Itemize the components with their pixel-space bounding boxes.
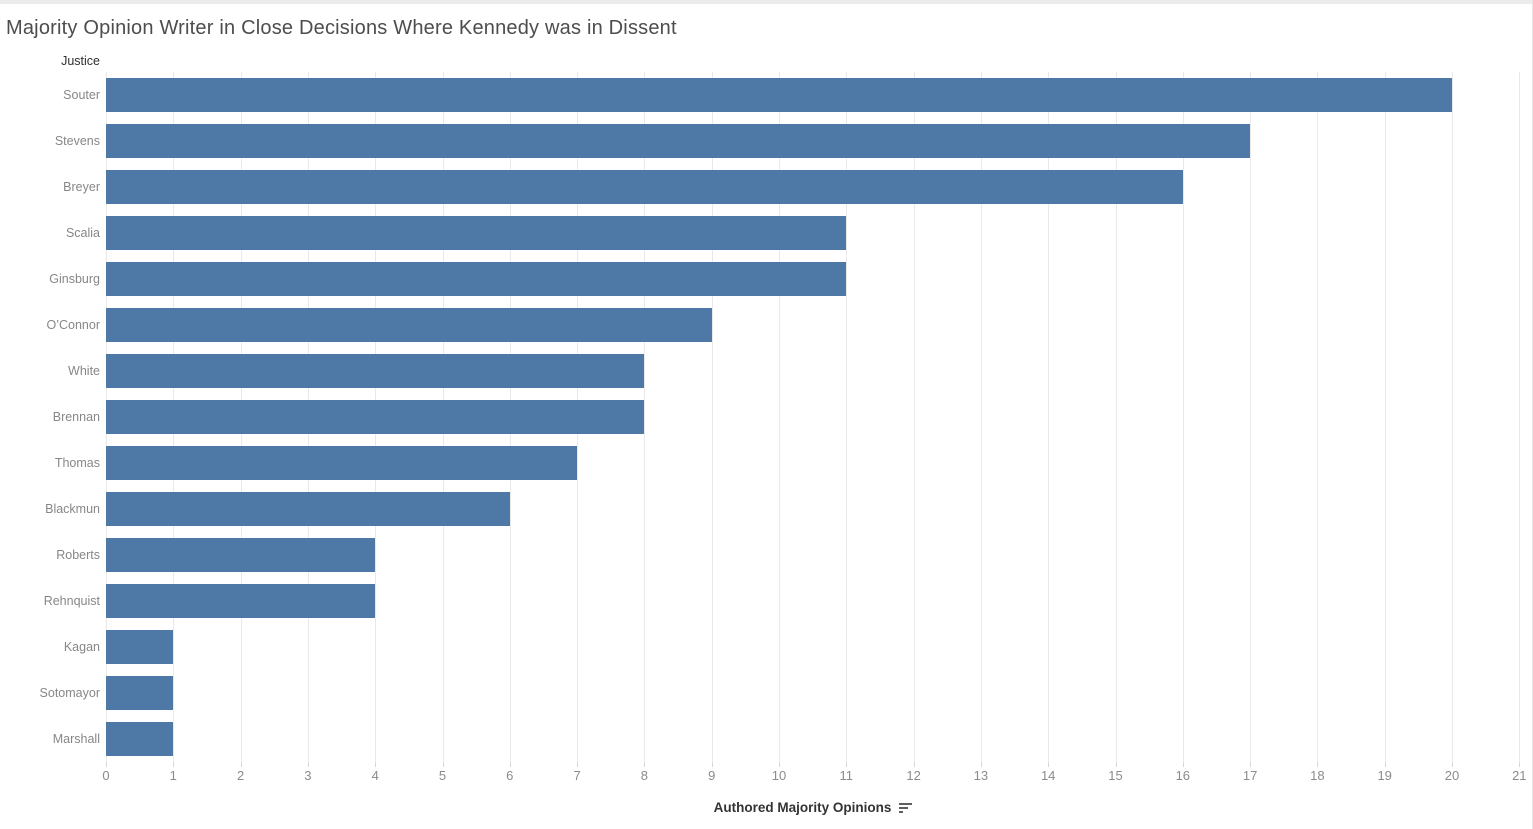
gridline	[644, 72, 646, 762]
x-tick-mark	[1384, 762, 1386, 767]
row-label-ginsburg[interactable]: Ginsburg	[49, 272, 100, 286]
row-label-souter[interactable]: Souter	[63, 88, 100, 102]
x-tick-mark	[509, 762, 511, 767]
x-tick-label: 4	[371, 768, 379, 783]
x-tick-label: 3	[304, 768, 312, 783]
bar-stevens[interactable]	[106, 124, 1251, 158]
row-label-stevens[interactable]: Stevens	[54, 134, 100, 148]
bar-souter[interactable]	[106, 78, 1452, 112]
x-tick-label: 15	[1108, 768, 1123, 783]
x-tick-mark	[644, 762, 646, 767]
x-tick-mark	[1519, 762, 1521, 767]
plot-area	[106, 72, 1521, 762]
x-tick-mark	[240, 762, 242, 767]
row-field-label-justice: Justice	[61, 54, 100, 68]
gridline	[1182, 72, 1184, 762]
x-tick-label: 5	[438, 768, 447, 783]
row-label-marshall[interactable]: Marshall	[52, 732, 100, 746]
row-label-white[interactable]: White	[68, 364, 100, 378]
x-tick-label: 20	[1444, 768, 1460, 783]
x-tick-mark	[442, 762, 444, 767]
x-tick-label: 13	[973, 768, 989, 783]
row-label-oconnor[interactable]: O’Connor	[46, 318, 101, 332]
bar-breyer[interactable]	[106, 170, 1183, 204]
gridline	[846, 72, 848, 762]
x-tick-mark	[173, 762, 175, 767]
bar-white[interactable]	[106, 354, 645, 388]
x-tick-label: 12	[906, 768, 921, 783]
x-tick-label: 6	[506, 768, 514, 783]
chart-title: Majority Opinion Writer in Close Decisio…	[6, 17, 677, 39]
bar-brennan[interactable]	[106, 400, 645, 434]
bar-thomas[interactable]	[106, 446, 578, 480]
top-border	[0, 0, 1532, 4]
x-tick-mark	[1115, 762, 1117, 767]
x-tick-label: 7	[573, 768, 581, 783]
bar-roberts[interactable]	[106, 538, 376, 572]
gridline	[1115, 72, 1117, 762]
bar-kagan[interactable]	[106, 630, 174, 664]
row-label-rehnquist[interactable]: Rehnquist	[43, 594, 100, 608]
bar-marshall[interactable]	[106, 722, 174, 756]
x-tick-label: 2	[236, 768, 245, 783]
sort-descending-icon[interactable]	[899, 802, 913, 813]
x-tick-mark	[711, 762, 713, 767]
gridline	[1519, 72, 1521, 762]
bar-ginsburg[interactable]	[106, 262, 847, 296]
x-tick-label: 14	[1040, 768, 1056, 783]
x-tick-label: 1	[169, 768, 177, 783]
x-tick-label: 21	[1512, 768, 1527, 783]
bar-sotomayor[interactable]	[106, 676, 174, 710]
x-tick-label: 9	[708, 768, 716, 783]
row-label-scalia[interactable]: Scalia	[65, 226, 100, 240]
x-tick-mark	[577, 762, 579, 767]
gridline	[1452, 72, 1453, 762]
x-tick-mark	[779, 762, 780, 767]
bar-blackmun[interactable]	[106, 492, 510, 526]
row-label-sotomayor[interactable]: Sotomayor	[39, 686, 100, 700]
x-tick-mark	[307, 762, 309, 767]
x-tick-label: 17	[1242, 768, 1258, 783]
x-tick-mark	[375, 762, 377, 767]
x-tick-label: 8	[640, 768, 648, 783]
x-tick-label: 10	[771, 768, 787, 783]
gridline	[1048, 72, 1050, 762]
x-tick-label: 18	[1310, 768, 1325, 783]
gridline	[980, 72, 982, 762]
gridline	[779, 72, 780, 762]
row-label-thomas[interactable]: Thomas	[54, 456, 100, 470]
row-labels-column: Souter Stevens Breyer Scalia Ginsburg O’Conno…	[0, 0, 100, 829]
bar-scalia[interactable]	[106, 216, 847, 250]
x-tick-mark	[106, 762, 107, 767]
x-tick-label: 11	[839, 768, 854, 783]
gridline	[1384, 72, 1386, 762]
gridline	[913, 72, 915, 762]
row-label-roberts[interactable]: Roberts	[56, 548, 100, 562]
x-tick-mark	[913, 762, 915, 767]
x-axis-title: Authored Majority Opinions	[713, 799, 892, 815]
gridline	[1250, 72, 1252, 762]
x-tick-mark	[1250, 762, 1252, 767]
x-tick-label: 16	[1175, 768, 1191, 783]
x-tick-mark	[980, 762, 982, 767]
x-tick-mark	[1452, 762, 1453, 767]
x-tick-label: 19	[1377, 768, 1392, 783]
x-tick-mark	[1317, 762, 1319, 767]
row-label-brennan[interactable]: Brennan	[52, 410, 100, 424]
x-tick-mark	[1048, 762, 1050, 767]
gridline	[711, 72, 713, 762]
x-tick-mark	[1182, 762, 1184, 767]
gridline	[1317, 72, 1319, 762]
x-tick-mark	[846, 762, 848, 767]
bar-oconnor[interactable]	[106, 308, 712, 342]
row-label-kagan[interactable]: Kagan	[63, 640, 100, 654]
x-axis-title-wrap: Authored Majority Opinions	[106, 796, 1520, 818]
bar-rehnquist[interactable]	[106, 584, 376, 618]
x-tick-label: 0	[102, 768, 110, 783]
row-label-blackmun[interactable]: Blackmun	[45, 502, 100, 516]
row-label-breyer[interactable]: Breyer	[63, 180, 100, 194]
